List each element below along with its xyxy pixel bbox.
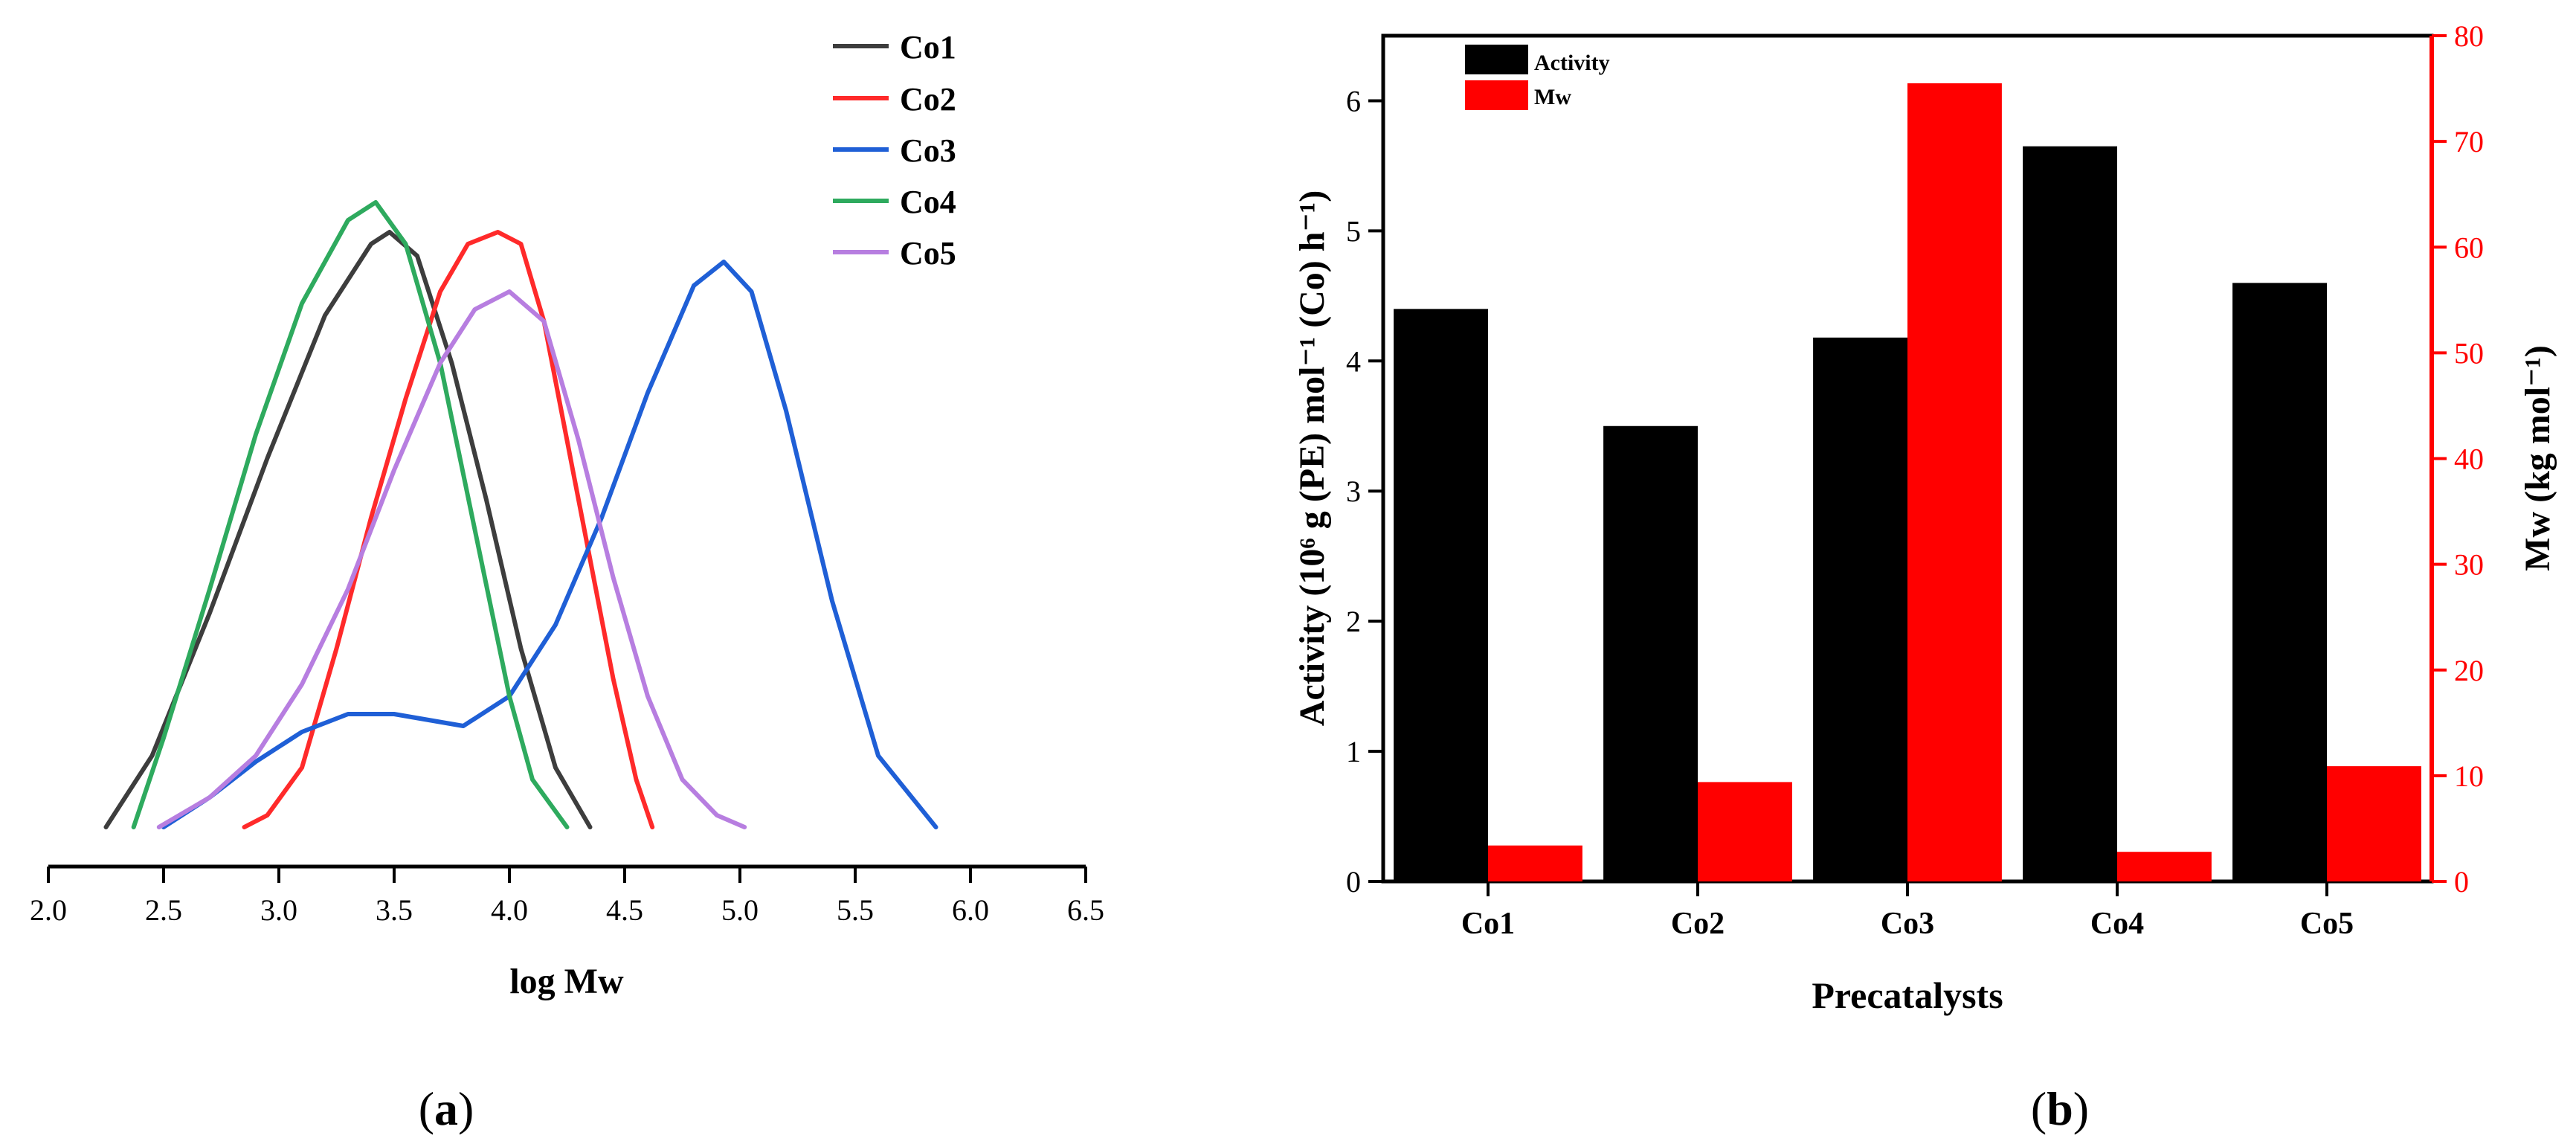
panel-a-chart: 2.0 2.5 3.0 3.5 4.0 4.5 5.0 5.5 6.0 6.5 log Mw Co… <box>30 29 1104 1135</box>
panel-b-caption: (b) <box>2031 1082 2089 1135</box>
panel-a-x-axis-label: log Mw <box>509 962 624 1001</box>
series-line-co2 <box>242 230 655 829</box>
legend-entry-co2: Co2 <box>833 81 956 118</box>
panel-b-left-tick-label: 3 <box>1346 475 1361 508</box>
panel-b-right-tick-label: 30 <box>2454 548 2484 582</box>
bar-activity-co1 <box>1394 309 1488 881</box>
bar-mw-co2 <box>1698 782 1792 881</box>
legend-entry-mw: Mw <box>1465 80 1571 110</box>
legend-entry-co3: Co3 <box>833 132 956 169</box>
panel-b-right-tick-label: 20 <box>2454 654 2484 687</box>
panel-b-x-tick-label: Co1 <box>1461 907 1515 941</box>
panel-a-x-tick-label: 5.0 <box>721 893 759 927</box>
panel-b-left-ticks: 0 1 2 3 4 5 6 <box>1346 84 1383 899</box>
panel-b-right-tick-label: 10 <box>2454 759 2484 793</box>
series-line-co4 <box>131 200 570 829</box>
panel-a-x-tick-label: 6.5 <box>1067 893 1104 927</box>
panel-b-right-tick-label: 70 <box>2454 125 2484 158</box>
legend-entry-activity: Activity <box>1465 45 1610 75</box>
bar-mw-co1 <box>1488 845 1582 881</box>
panel-b-left-tick-label: 0 <box>1346 865 1361 899</box>
panel-b-legend: Activity Mw <box>1465 45 1610 110</box>
panel-b-left-tick-label: 4 <box>1346 344 1361 378</box>
legend-label-co1: Co1 <box>900 29 956 65</box>
panel-b-right-tick-label: 60 <box>2454 231 2484 264</box>
legend-entry-co1: Co1 <box>833 29 956 65</box>
panel-b-x-ticks: Co1 Co2 Co3 Co4 Co5 <box>1461 881 2354 941</box>
series-line-co3 <box>161 260 938 829</box>
panel-b-left-tick-label: 2 <box>1346 605 1361 638</box>
panel-a-x-ticks: 2.0 2.5 3.0 3.5 4.0 4.5 5.0 5.5 6.0 6.5 <box>30 867 1104 927</box>
legend-label-co3: Co3 <box>900 132 956 169</box>
bar-mw-co5 <box>2327 766 2421 881</box>
panel-a-x-tick-label: 2.5 <box>145 893 182 927</box>
panel-a-x-tick-label: 5.5 <box>837 893 874 927</box>
panel-b-right-tick-label: 40 <box>2454 443 2484 476</box>
panel-b-x-tick-label: Co2 <box>1671 907 1725 941</box>
bar-activity-co4 <box>2023 146 2117 881</box>
legend-swatch-activity <box>1465 45 1528 74</box>
panel-b-left-tick-label: 5 <box>1346 214 1361 248</box>
bar-activity-co5 <box>2232 283 2327 881</box>
panel-a-legend: Co1 Co2 Co3 Co4 Co5 <box>833 29 956 271</box>
panel-b-left-tick-label: 6 <box>1346 84 1361 118</box>
panel-b-right-tick-label: 80 <box>2454 19 2484 53</box>
panel-a-x-tick-label: 3.0 <box>260 893 297 927</box>
panel-a-x-tick-label: 4.5 <box>606 893 643 927</box>
legend-label-co5: Co5 <box>900 235 956 271</box>
bar-activity-co2 <box>1603 425 1698 881</box>
panel-a-x-tick-label: 2.0 <box>30 893 67 927</box>
panel-b-x-tick-label: Co3 <box>1881 907 1934 941</box>
panel-a-caption: (a) <box>419 1082 474 1135</box>
series-line-co1 <box>103 230 593 829</box>
legend-label-mw: Mw <box>1534 85 1571 109</box>
panel-a-x-tick-label: 3.5 <box>376 893 413 927</box>
panel-b-right-ticks: 0 10 20 30 40 50 60 70 80 <box>2432 19 2484 899</box>
panel-b-x-tick-label: Co5 <box>2300 907 2354 941</box>
panel-a-x-tick-label: 6.0 <box>952 893 989 927</box>
panel-a-x-tick-label: 4.0 <box>491 893 528 927</box>
panel-b-x-axis-label: Precatalysts <box>1812 974 2003 1016</box>
legend-label-co4: Co4 <box>900 184 956 220</box>
bar-mw-co3 <box>1907 83 2002 881</box>
series-line-co5 <box>156 289 747 829</box>
legend-entry-co5: Co5 <box>833 235 956 271</box>
panel-b-right-axis-label: Mw (kg mol⁻¹) <box>2518 345 2557 571</box>
legend-swatch-mw <box>1465 80 1528 110</box>
panel-a-letter: a <box>434 1082 458 1135</box>
bar-activity-co3 <box>1813 337 1907 881</box>
legend-entry-co4: Co4 <box>833 184 956 220</box>
legend-label-activity: Activity <box>1534 51 1610 75</box>
legend-label-co2: Co2 <box>900 81 956 118</box>
panel-b-letter: b <box>2047 1082 2073 1135</box>
panel-b-left-axis-label: Activity (10⁶ g (PE) mol⁻¹ (Co) h⁻¹) <box>1292 190 1332 726</box>
panel-b-x-tick-label: Co4 <box>2090 907 2144 941</box>
panel-b-right-tick-label: 50 <box>2454 336 2484 370</box>
bar-mw-co4 <box>2117 852 2212 881</box>
panel-b-left-tick-label: 1 <box>1346 735 1361 768</box>
panel-a-series-lines <box>103 200 938 829</box>
panel-b-bars <box>1394 83 2421 881</box>
panel-b-right-tick-label: 0 <box>2454 865 2469 899</box>
